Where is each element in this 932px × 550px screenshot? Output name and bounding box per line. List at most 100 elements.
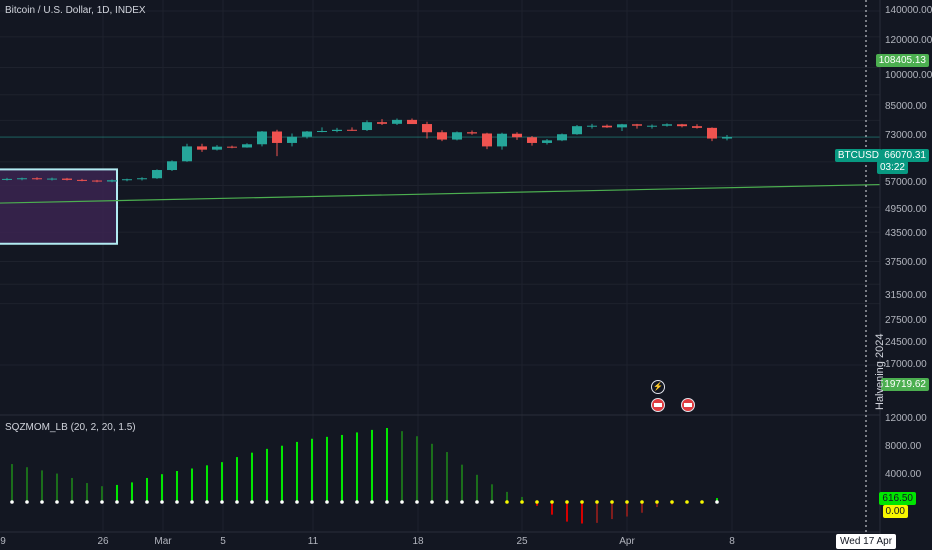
price-tick: 43500.00 <box>885 228 927 239</box>
squeeze-dot <box>715 500 719 504</box>
squeeze-dot <box>385 500 389 504</box>
price-tick: 27500.00 <box>885 315 927 326</box>
squeeze-dot <box>265 500 269 504</box>
price-tick: 85000.00 <box>885 101 927 112</box>
squeeze-dot <box>40 500 44 504</box>
candle-body <box>662 124 672 126</box>
candle-body <box>377 122 387 124</box>
price-tick: 140000.00 <box>885 5 932 16</box>
squeeze-dot <box>535 500 539 504</box>
squeeze-dot <box>205 500 209 504</box>
squeeze-dot <box>580 500 584 504</box>
candle-body <box>557 134 567 141</box>
squeeze-dot <box>220 500 224 504</box>
candle-body <box>137 178 147 180</box>
price-tick: 24500.00 <box>885 337 927 348</box>
squeeze-dot <box>415 500 419 504</box>
squeeze-dot <box>505 500 509 504</box>
candle-body <box>587 125 597 127</box>
squeeze-dot <box>55 500 59 504</box>
squeeze-dot <box>115 500 119 504</box>
squeeze-dot <box>445 500 449 504</box>
candle-body <box>332 129 342 132</box>
price-tick: 73000.00 <box>885 130 927 141</box>
countdown-label: 03:22 <box>876 161 908 174</box>
candle-body <box>467 132 477 134</box>
chart-title: Bitcoin / U.S. Dollar, 1D, INDEX <box>5 5 146 16</box>
candle-body <box>422 124 432 133</box>
squeeze-dot <box>400 500 404 504</box>
squeeze-dot <box>310 500 314 504</box>
candle-body <box>542 140 552 143</box>
candle-body <box>32 178 42 180</box>
upper-band-label: 108405.13 <box>875 54 929 67</box>
squeeze-dot <box>235 500 239 504</box>
candle-body <box>437 132 447 140</box>
candle-body <box>407 119 417 125</box>
squeeze-dot <box>250 500 254 504</box>
squeeze-dot <box>190 500 194 504</box>
price-tick: 17000.00 <box>885 359 927 370</box>
squeeze-dot <box>565 500 569 504</box>
squeeze-dot <box>175 500 179 504</box>
squeeze-dot <box>625 500 629 504</box>
candle-body <box>62 178 72 180</box>
candle-body <box>722 137 732 139</box>
lightning-icon[interactable]: ⚡ <box>651 380 665 394</box>
time-tick: 9 <box>0 536 6 547</box>
time-tick: 25 <box>516 536 528 547</box>
squeeze-dot <box>25 500 29 504</box>
price-tick: 57000.00 <box>885 177 927 188</box>
squeeze-dot <box>685 500 689 504</box>
candle-body <box>152 170 162 179</box>
zero-value-label: 0.00 <box>882 505 908 518</box>
candle-body <box>17 178 27 180</box>
time-tick: 26 <box>97 536 109 547</box>
squeeze-dot <box>520 500 524 504</box>
candle-body <box>362 122 372 131</box>
candles-group <box>2 118 732 183</box>
candle-body <box>92 180 102 182</box>
grid-lines <box>0 0 880 532</box>
time-tick: 18 <box>412 536 424 547</box>
symbol-label: BTCUSD <box>834 149 882 162</box>
candle-body <box>572 126 582 135</box>
squeeze-dot <box>355 500 359 504</box>
crosshair-date-badge: Wed 17 Apr <box>836 534 897 549</box>
indicator-tick: 8000.00 <box>885 441 922 452</box>
squeeze-dot <box>280 500 284 504</box>
candle-body <box>197 146 207 150</box>
time-tick: Apr <box>619 536 635 547</box>
squeeze-dot <box>145 500 149 504</box>
squeeze-dot <box>655 500 659 504</box>
price-tick: 49500.00 <box>885 204 927 215</box>
candle-body <box>647 125 657 127</box>
indicator-title: SQZMOM_LB (20, 2, 20, 1.5) <box>5 422 136 433</box>
squeeze-dot <box>430 500 434 504</box>
squeeze-dot <box>595 500 599 504</box>
squeeze-dot <box>70 500 74 504</box>
squeeze-dot <box>640 500 644 504</box>
candle-body <box>167 161 177 171</box>
time-tick: 8 <box>729 536 735 547</box>
indicator-tick: 12000.00 <box>885 413 927 424</box>
candle-body <box>182 146 192 162</box>
candle-body <box>302 131 312 137</box>
candle-body <box>317 131 327 133</box>
us-flag-icon[interactable] <box>681 398 695 412</box>
squeeze-dot <box>160 500 164 504</box>
price-tick: 100000.00 <box>885 70 932 81</box>
candle-body <box>257 131 267 145</box>
halving-annotation: Halvening 2024 <box>874 333 886 410</box>
candle-body <box>2 178 12 180</box>
squeeze-dot <box>550 500 554 504</box>
us-flag-icon[interactable] <box>651 398 665 412</box>
candle-body <box>602 125 612 128</box>
candle-body <box>77 179 87 181</box>
squeeze-dot <box>325 500 329 504</box>
candle-body <box>242 144 252 148</box>
squeeze-dot <box>85 500 89 504</box>
candle-body <box>392 119 402 124</box>
candle-body <box>227 146 237 148</box>
